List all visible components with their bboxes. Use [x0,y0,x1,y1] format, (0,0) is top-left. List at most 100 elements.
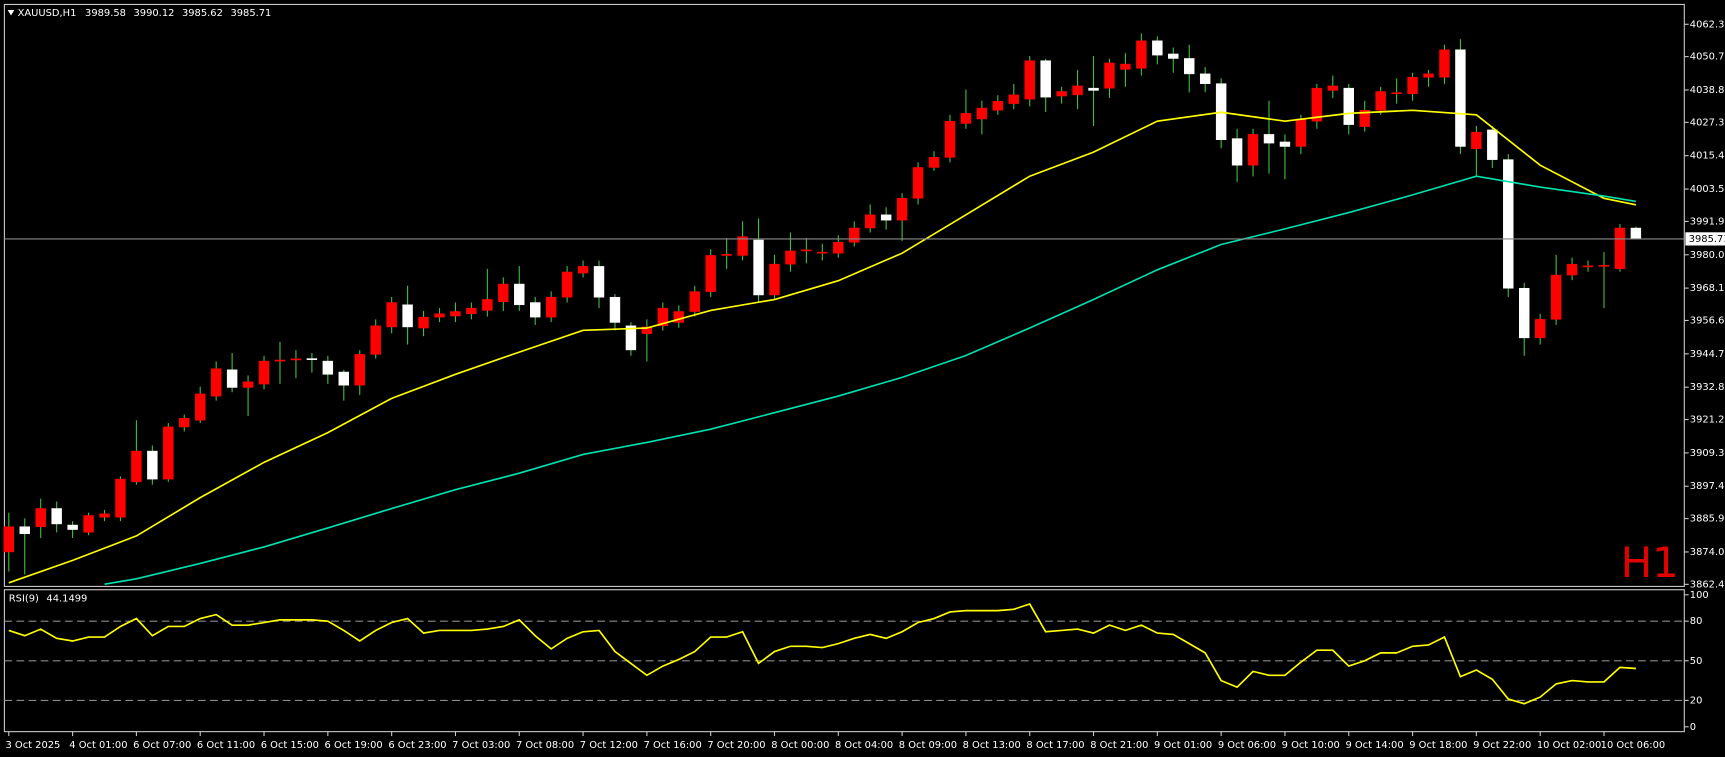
candle-body [1471,131,1482,149]
y-tick-label: 4003.50 [1690,184,1725,195]
x-tick-label: 3 Oct 2025 [6,740,61,751]
candle-body [1391,92,1402,95]
candle-body [1024,60,1035,100]
y-tick-label: 3862.45 [1690,579,1725,590]
candle-body [609,296,621,323]
candle-body [3,526,15,553]
y-tick-label: 4050.75 [1690,52,1725,63]
candle-body [641,326,653,334]
candle-body [1072,85,1083,96]
last-low: 3985.62 [182,8,223,19]
x-tick-label: 7 Oct 08:00 [516,740,574,751]
x-tick-label: 4 Oct 01:00 [69,740,127,751]
candle-body [226,369,238,388]
candle-body [657,307,669,327]
candle-body [163,426,174,480]
candle-body [673,311,685,323]
candle-body [19,526,30,535]
candle-body [1343,87,1354,125]
candle-body [1566,263,1578,276]
candle-body [306,358,318,360]
y-tick-label: 3874.00 [1690,547,1725,558]
x-tick-label: 6 Oct 19:00 [325,740,383,751]
candle-body [1008,94,1019,104]
candle-body [179,418,190,428]
rsi-tick-label: 0 [1690,722,1696,733]
y-tick-label: 3897.45 [1690,481,1725,492]
candle-body [67,524,78,530]
rsi-label: RSI(9) [9,594,39,605]
candle-body [1534,319,1546,339]
candle-body [1359,110,1370,127]
candle-body [99,513,110,518]
candle-body [1199,73,1211,84]
candle-body [1168,53,1179,59]
candle-body [498,283,509,302]
candle-body [115,478,126,518]
candle-body [1407,76,1418,95]
moving-average-line [8,109,1637,584]
last-open: 3989.58 [85,8,126,19]
candle-body [322,360,334,375]
chart-title: XAUUSD,H1 3989.58 3990.12 3985.62 3985.7… [18,8,272,19]
candle-body [1550,274,1562,320]
candle-body [1152,40,1163,56]
candle-body [849,227,860,243]
candle-body [1184,58,1195,75]
candle-body [912,167,924,199]
candle-body [354,354,365,386]
candle-body [1582,265,1594,268]
candle-body [1279,141,1291,147]
last-high: 3990.12 [134,8,175,19]
candle-body [1519,287,1530,339]
candle-body [593,266,605,298]
candle-body [769,263,780,296]
y-tick-label: 3944.70 [1690,349,1725,360]
x-tick-label: 8 Oct 13:00 [963,740,1021,751]
candle-body [274,359,286,362]
x-tick-label: 6 Oct 07:00 [133,740,191,751]
y-tick-label: 3932.80 [1690,382,1725,393]
candle-body [1327,85,1339,91]
rsi-tick-label: 80 [1690,616,1703,627]
candle-body [1455,49,1466,147]
candle-body [1136,40,1147,69]
candle-body [928,157,940,168]
candle-body [577,266,589,274]
candle-body [721,254,732,256]
x-tick-label: 10 Oct 06:00 [1601,740,1665,751]
candle-body [51,508,62,525]
candle-body [801,249,812,252]
candle-body [1247,134,1259,166]
candle-body [1231,138,1243,166]
x-tick-label: 8 Oct 09:00 [899,740,957,751]
y-tick-label: 4038.85 [1690,85,1725,96]
x-tick-label: 9 Oct 10:00 [1282,740,1340,751]
candle-body [147,450,158,480]
candle-body [753,239,764,296]
candle-body [976,107,988,120]
plot-layer: 4062.30 4050.75 4038.85 4027.30 4015.40 4003.… [3,19,1725,751]
x-tick-label: 7 Oct 16:00 [644,740,702,751]
y-tick-label: 3956.60 [1690,315,1725,326]
candle-body [242,381,254,388]
y-tick-label: 4062.30 [1690,19,1725,30]
x-tick-label: 6 Oct 15:00 [261,740,319,751]
current-price-box [1685,232,1725,246]
candle-body [529,302,541,318]
x-tick-label: 8 Oct 04:00 [835,740,893,751]
candle-body [545,296,557,318]
symbol: XAUUSD,H1 [18,8,77,19]
candle-body [418,316,429,329]
candle-body [960,113,972,124]
x-tick-label: 9 Oct 14:00 [1345,740,1403,751]
candle-body [737,236,748,256]
candle-body [1120,63,1131,70]
y-tick-label: 4027.30 [1690,117,1725,128]
candle-body [1104,62,1115,89]
rsi-title: RSI(9) 44.1499 [9,594,88,605]
candle-body [1056,91,1067,97]
candle-body [1311,87,1323,122]
candle-body [1598,264,1610,267]
